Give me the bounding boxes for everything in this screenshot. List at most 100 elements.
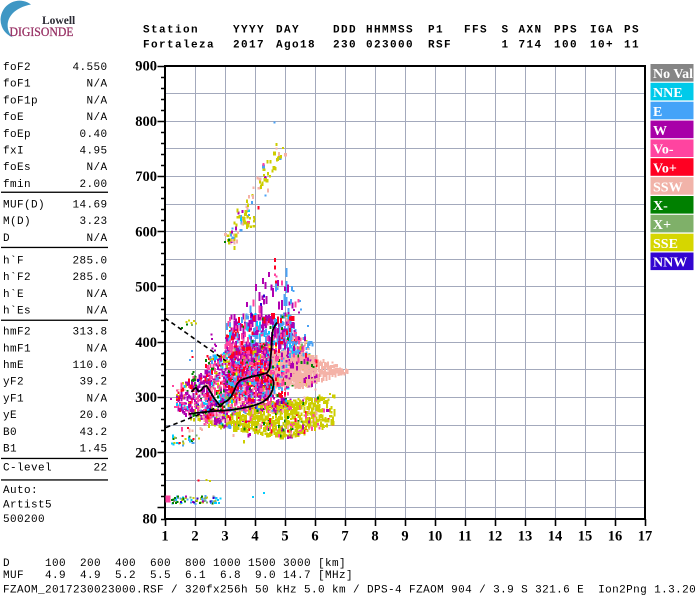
- svg-text:12: 12: [488, 529, 503, 545]
- svg-text:285.0: 285.0: [72, 272, 107, 284]
- svg-text:1: 1: [502, 40, 510, 52]
- svg-text:N/A: N/A: [86, 95, 107, 107]
- svg-text:h`F: h`F: [3, 255, 24, 268]
- svg-text:8: 8: [371, 529, 378, 545]
- svg-text:3: 3: [221, 529, 228, 545]
- svg-text:MUF(D): MUF(D): [3, 200, 45, 212]
- svg-text:600: 600: [135, 224, 157, 240]
- svg-text:foF1p: foF1p: [3, 95, 38, 107]
- svg-text:X-: X-: [653, 199, 668, 214]
- svg-text:S: S: [502, 25, 510, 37]
- svg-text:DAY: DAY: [276, 25, 300, 37]
- svg-text:SSW: SSW: [653, 180, 683, 195]
- svg-text:2: 2: [191, 529, 198, 545]
- svg-text:yF1: yF1: [3, 393, 24, 405]
- svg-text:110.0: 110.0: [72, 360, 107, 372]
- svg-text:15: 15: [578, 529, 593, 545]
- svg-text:100: 100: [554, 40, 578, 52]
- svg-text:10+: 10+: [590, 40, 614, 52]
- svg-text:17: 17: [638, 529, 653, 545]
- svg-text:5: 5: [281, 529, 288, 545]
- svg-text:0.40: 0.40: [79, 129, 107, 141]
- svg-text:yE: yE: [3, 410, 17, 422]
- svg-text:N/A: N/A: [86, 343, 107, 355]
- svg-text:4: 4: [251, 529, 258, 545]
- svg-text:900: 900: [135, 59, 157, 75]
- svg-text:13: 13: [518, 529, 533, 545]
- svg-text:AXN: AXN: [519, 25, 543, 37]
- svg-text:400: 400: [135, 335, 157, 351]
- svg-text:4.95: 4.95: [79, 146, 107, 158]
- svg-text:714: 714: [519, 40, 543, 52]
- svg-text:M(D): M(D): [3, 216, 31, 228]
- svg-text:Station: Station: [143, 25, 199, 37]
- svg-text:023000: 023000: [366, 40, 414, 52]
- svg-text:N/A: N/A: [86, 393, 107, 405]
- svg-text:P1: P1: [428, 25, 444, 37]
- svg-text:fxI: fxI: [3, 146, 24, 158]
- svg-text:PS: PS: [624, 25, 640, 37]
- svg-text:Fortaleza: Fortaleza: [143, 40, 215, 52]
- svg-text:80: 80: [143, 512, 158, 528]
- svg-text:43.2: 43.2: [79, 427, 107, 439]
- svg-text:300: 300: [135, 390, 157, 406]
- svg-text:20.0: 20.0: [79, 410, 107, 422]
- svg-text:14: 14: [548, 529, 563, 545]
- svg-text:X+: X+: [653, 218, 671, 233]
- svg-text:200: 200: [135, 445, 157, 461]
- svg-text:hmF1: hmF1: [3, 343, 31, 355]
- svg-text:N/A: N/A: [86, 233, 107, 245]
- svg-text:SSE: SSE: [653, 237, 678, 252]
- svg-text:C-level: C-level: [3, 463, 52, 475]
- svg-text:2017: 2017: [233, 40, 265, 52]
- svg-text:N/A: N/A: [86, 162, 107, 174]
- svg-text:FFS: FFS: [464, 25, 488, 37]
- svg-text:22: 22: [93, 463, 107, 475]
- svg-text:Vo-: Vo-: [653, 143, 674, 158]
- svg-text:MUF 4.9 4.9 5.2 5.5 6.1: MUF 4.9 4.9 5.2 5.5 6.1 6.8 9.0 14.7 [MH…: [3, 570, 353, 582]
- svg-text:Vo+: Vo+: [653, 161, 677, 176]
- svg-text:foE: foE: [3, 112, 24, 124]
- svg-text:B0: B0: [3, 427, 17, 439]
- svg-text:N/A: N/A: [86, 306, 107, 318]
- svg-text:yF2: yF2: [3, 377, 24, 389]
- svg-text:3.23: 3.23: [79, 216, 107, 228]
- svg-text:PPS: PPS: [554, 25, 578, 37]
- svg-text:11: 11: [624, 40, 640, 52]
- svg-text:4.550: 4.550: [72, 62, 107, 74]
- svg-text:W: W: [653, 124, 667, 139]
- svg-text:230: 230: [333, 40, 357, 52]
- svg-text:FZAOM_2017230023000.RSF / 320f: FZAOM_2017230023000.RSF / 320fx256h 50 k…: [3, 585, 696, 597]
- svg-text:10: 10: [428, 529, 443, 545]
- svg-text:1: 1: [161, 529, 168, 545]
- svg-text:N/A: N/A: [86, 112, 107, 124]
- svg-text:1.45: 1.45: [79, 444, 107, 456]
- svg-text:800: 800: [135, 114, 157, 130]
- svg-text:NNE: NNE: [653, 86, 683, 101]
- svg-text:hmF2: hmF2: [3, 327, 31, 339]
- svg-text:DDD: DDD: [333, 25, 357, 37]
- svg-text:foEs: foEs: [3, 162, 31, 174]
- svg-text:N/A: N/A: [86, 289, 107, 301]
- svg-text:D 100 200 400 600 800: D 100 200 400 600 800 1000 1500 3000 [km…: [3, 558, 346, 570]
- svg-text:D: D: [3, 233, 10, 245]
- svg-text:foF2: foF2: [3, 62, 31, 74]
- svg-text:E: E: [653, 105, 662, 120]
- svg-text:313.8: 313.8: [72, 327, 107, 339]
- svg-text:6: 6: [311, 529, 318, 545]
- svg-text:Auto:: Auto:: [3, 485, 38, 497]
- svg-text:fmin: fmin: [3, 179, 31, 191]
- svg-text:Lowell: Lowell: [42, 15, 75, 27]
- svg-text:500: 500: [135, 280, 157, 296]
- svg-text:Artist5: Artist5: [3, 500, 52, 512]
- svg-text:2.00: 2.00: [79, 179, 107, 191]
- svg-text:RSF: RSF: [428, 40, 452, 52]
- svg-text:hmE: hmE: [3, 360, 24, 372]
- svg-text:h`E: h`E: [3, 288, 24, 301]
- svg-text:foEp: foEp: [3, 129, 31, 141]
- svg-text:16: 16: [608, 529, 623, 545]
- svg-text:h`Es: h`Es: [3, 305, 31, 318]
- svg-text:500200: 500200: [3, 514, 45, 526]
- svg-text:Ago18: Ago18: [276, 40, 316, 52]
- svg-text:NNW: NNW: [653, 256, 687, 271]
